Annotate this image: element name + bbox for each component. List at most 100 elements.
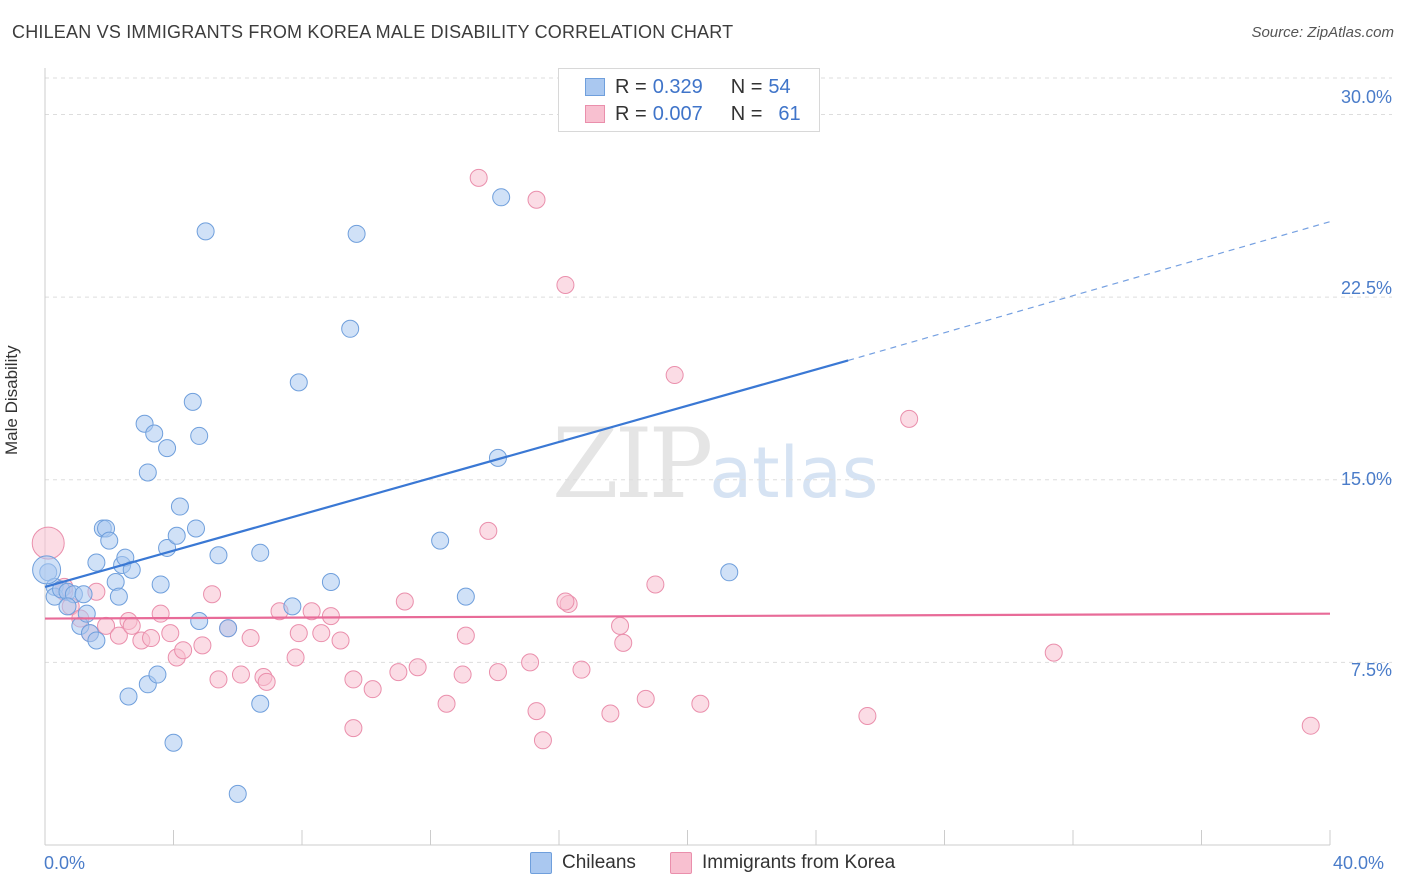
legend-item-chileans: Chileans xyxy=(530,852,636,874)
n-label: N = xyxy=(730,75,763,98)
korea-point xyxy=(231,665,250,684)
legend-swatch-pink xyxy=(670,852,692,874)
chilean-point xyxy=(119,687,138,706)
korea-point xyxy=(142,629,161,648)
korea-point xyxy=(646,575,665,594)
korea-point xyxy=(321,607,340,626)
n-value: 61 xyxy=(778,102,801,125)
korea-point xyxy=(109,626,128,645)
y-tick-label: 15.0% xyxy=(1340,469,1392,489)
chilean-point xyxy=(100,531,119,550)
chilean-point xyxy=(74,585,93,604)
chilean-point xyxy=(109,587,128,606)
x-tick-label-max: 40.0% xyxy=(1333,853,1385,873)
korea-point xyxy=(572,660,591,679)
korea-point xyxy=(469,168,488,187)
y-axis-label: Male Disability xyxy=(2,345,21,455)
chilean-point xyxy=(148,665,167,684)
chilean-point xyxy=(431,531,450,550)
chilean-point xyxy=(158,439,177,458)
korea-point xyxy=(556,592,575,611)
chart-title: CHILEAN VS IMMIGRANTS FROM KOREA MALE DI… xyxy=(12,22,734,42)
korea-point xyxy=(488,663,507,682)
x-tick-label-min: 0.0% xyxy=(44,853,86,873)
korea-point xyxy=(286,648,305,667)
r-value: 0.007 xyxy=(652,102,703,125)
korea-point xyxy=(858,706,877,725)
korea-point xyxy=(691,694,710,713)
korea-point xyxy=(533,731,552,750)
korea-point xyxy=(395,592,414,611)
legend-label-korea: Immigrants from Korea xyxy=(702,852,896,873)
chilean-point xyxy=(283,597,302,616)
korea-point xyxy=(636,689,655,708)
chilean-point xyxy=(209,546,228,565)
korea-trend-line xyxy=(44,612,1331,620)
legend-row-chileans: R = 0.329 N = 54 xyxy=(585,75,791,99)
chilean-point xyxy=(190,426,209,445)
chilean-point xyxy=(87,631,106,650)
korea-point xyxy=(1301,716,1320,735)
chilean-point xyxy=(77,604,96,623)
korea-point xyxy=(556,275,575,294)
korea-point xyxy=(161,624,180,643)
korea-point xyxy=(289,624,308,643)
chilean-point xyxy=(219,619,238,638)
chilean-point xyxy=(289,373,308,392)
korea-point xyxy=(209,670,228,689)
korea-point xyxy=(456,626,475,645)
korea-point xyxy=(241,629,260,648)
chilean-point xyxy=(87,553,106,572)
chilean-point xyxy=(321,573,340,592)
legend-row-korea: R = 0.007 N = 61 xyxy=(585,102,801,126)
chilean-point xyxy=(492,188,511,207)
chilean-point xyxy=(170,497,189,516)
korea-point xyxy=(453,665,472,684)
korea-point xyxy=(900,409,919,428)
watermark: ZIPatlas xyxy=(552,408,878,520)
korea-point xyxy=(344,719,363,738)
legend-swatch-blue xyxy=(530,852,552,874)
n-label: N = xyxy=(730,102,763,125)
korea-point xyxy=(437,694,456,713)
r-label: R = xyxy=(615,75,647,98)
y-tick-label: 22.5% xyxy=(1340,278,1392,298)
korea-point xyxy=(203,585,222,604)
chilean-point xyxy=(183,392,202,411)
watermark-zip: ZIP xyxy=(552,408,713,520)
korea-point xyxy=(312,624,331,643)
chilean-point xyxy=(456,587,475,606)
chilean-point xyxy=(151,575,170,594)
korea-point xyxy=(193,636,212,655)
korea-point xyxy=(331,631,350,650)
legend-item-korea: Immigrants from Korea xyxy=(670,852,895,874)
korea-point xyxy=(174,641,193,660)
correlation-legend: R = 0.329 N = 54 R = 0.007 N = 61 xyxy=(558,68,820,132)
source-label: Source: ZipAtlas.com xyxy=(1251,24,1394,41)
chilean-point xyxy=(720,563,739,582)
korea-point xyxy=(479,521,498,540)
korea-point xyxy=(363,680,382,699)
legend-swatch-pink xyxy=(585,105,605,123)
chilean-point xyxy=(138,463,157,482)
korea-point xyxy=(521,653,540,672)
korea-point xyxy=(122,616,141,635)
chilean-point xyxy=(190,611,209,630)
r-label: R = xyxy=(615,102,647,125)
chileans-trend-extension xyxy=(847,221,1331,362)
watermark-atlas: atlas xyxy=(709,432,879,514)
chilean-point xyxy=(32,555,62,585)
chilean-point xyxy=(167,526,186,545)
korea-point xyxy=(611,616,630,635)
chilean-point xyxy=(164,733,183,752)
korea-point xyxy=(527,190,546,209)
chilean-point xyxy=(347,224,366,243)
n-value: 54 xyxy=(768,75,791,98)
chilean-point xyxy=(58,597,77,616)
korea-point xyxy=(614,633,633,652)
chilean-point xyxy=(145,424,164,443)
r-value: 0.329 xyxy=(652,75,703,98)
legend-swatch-blue xyxy=(585,78,605,96)
chilean-point xyxy=(186,519,205,538)
